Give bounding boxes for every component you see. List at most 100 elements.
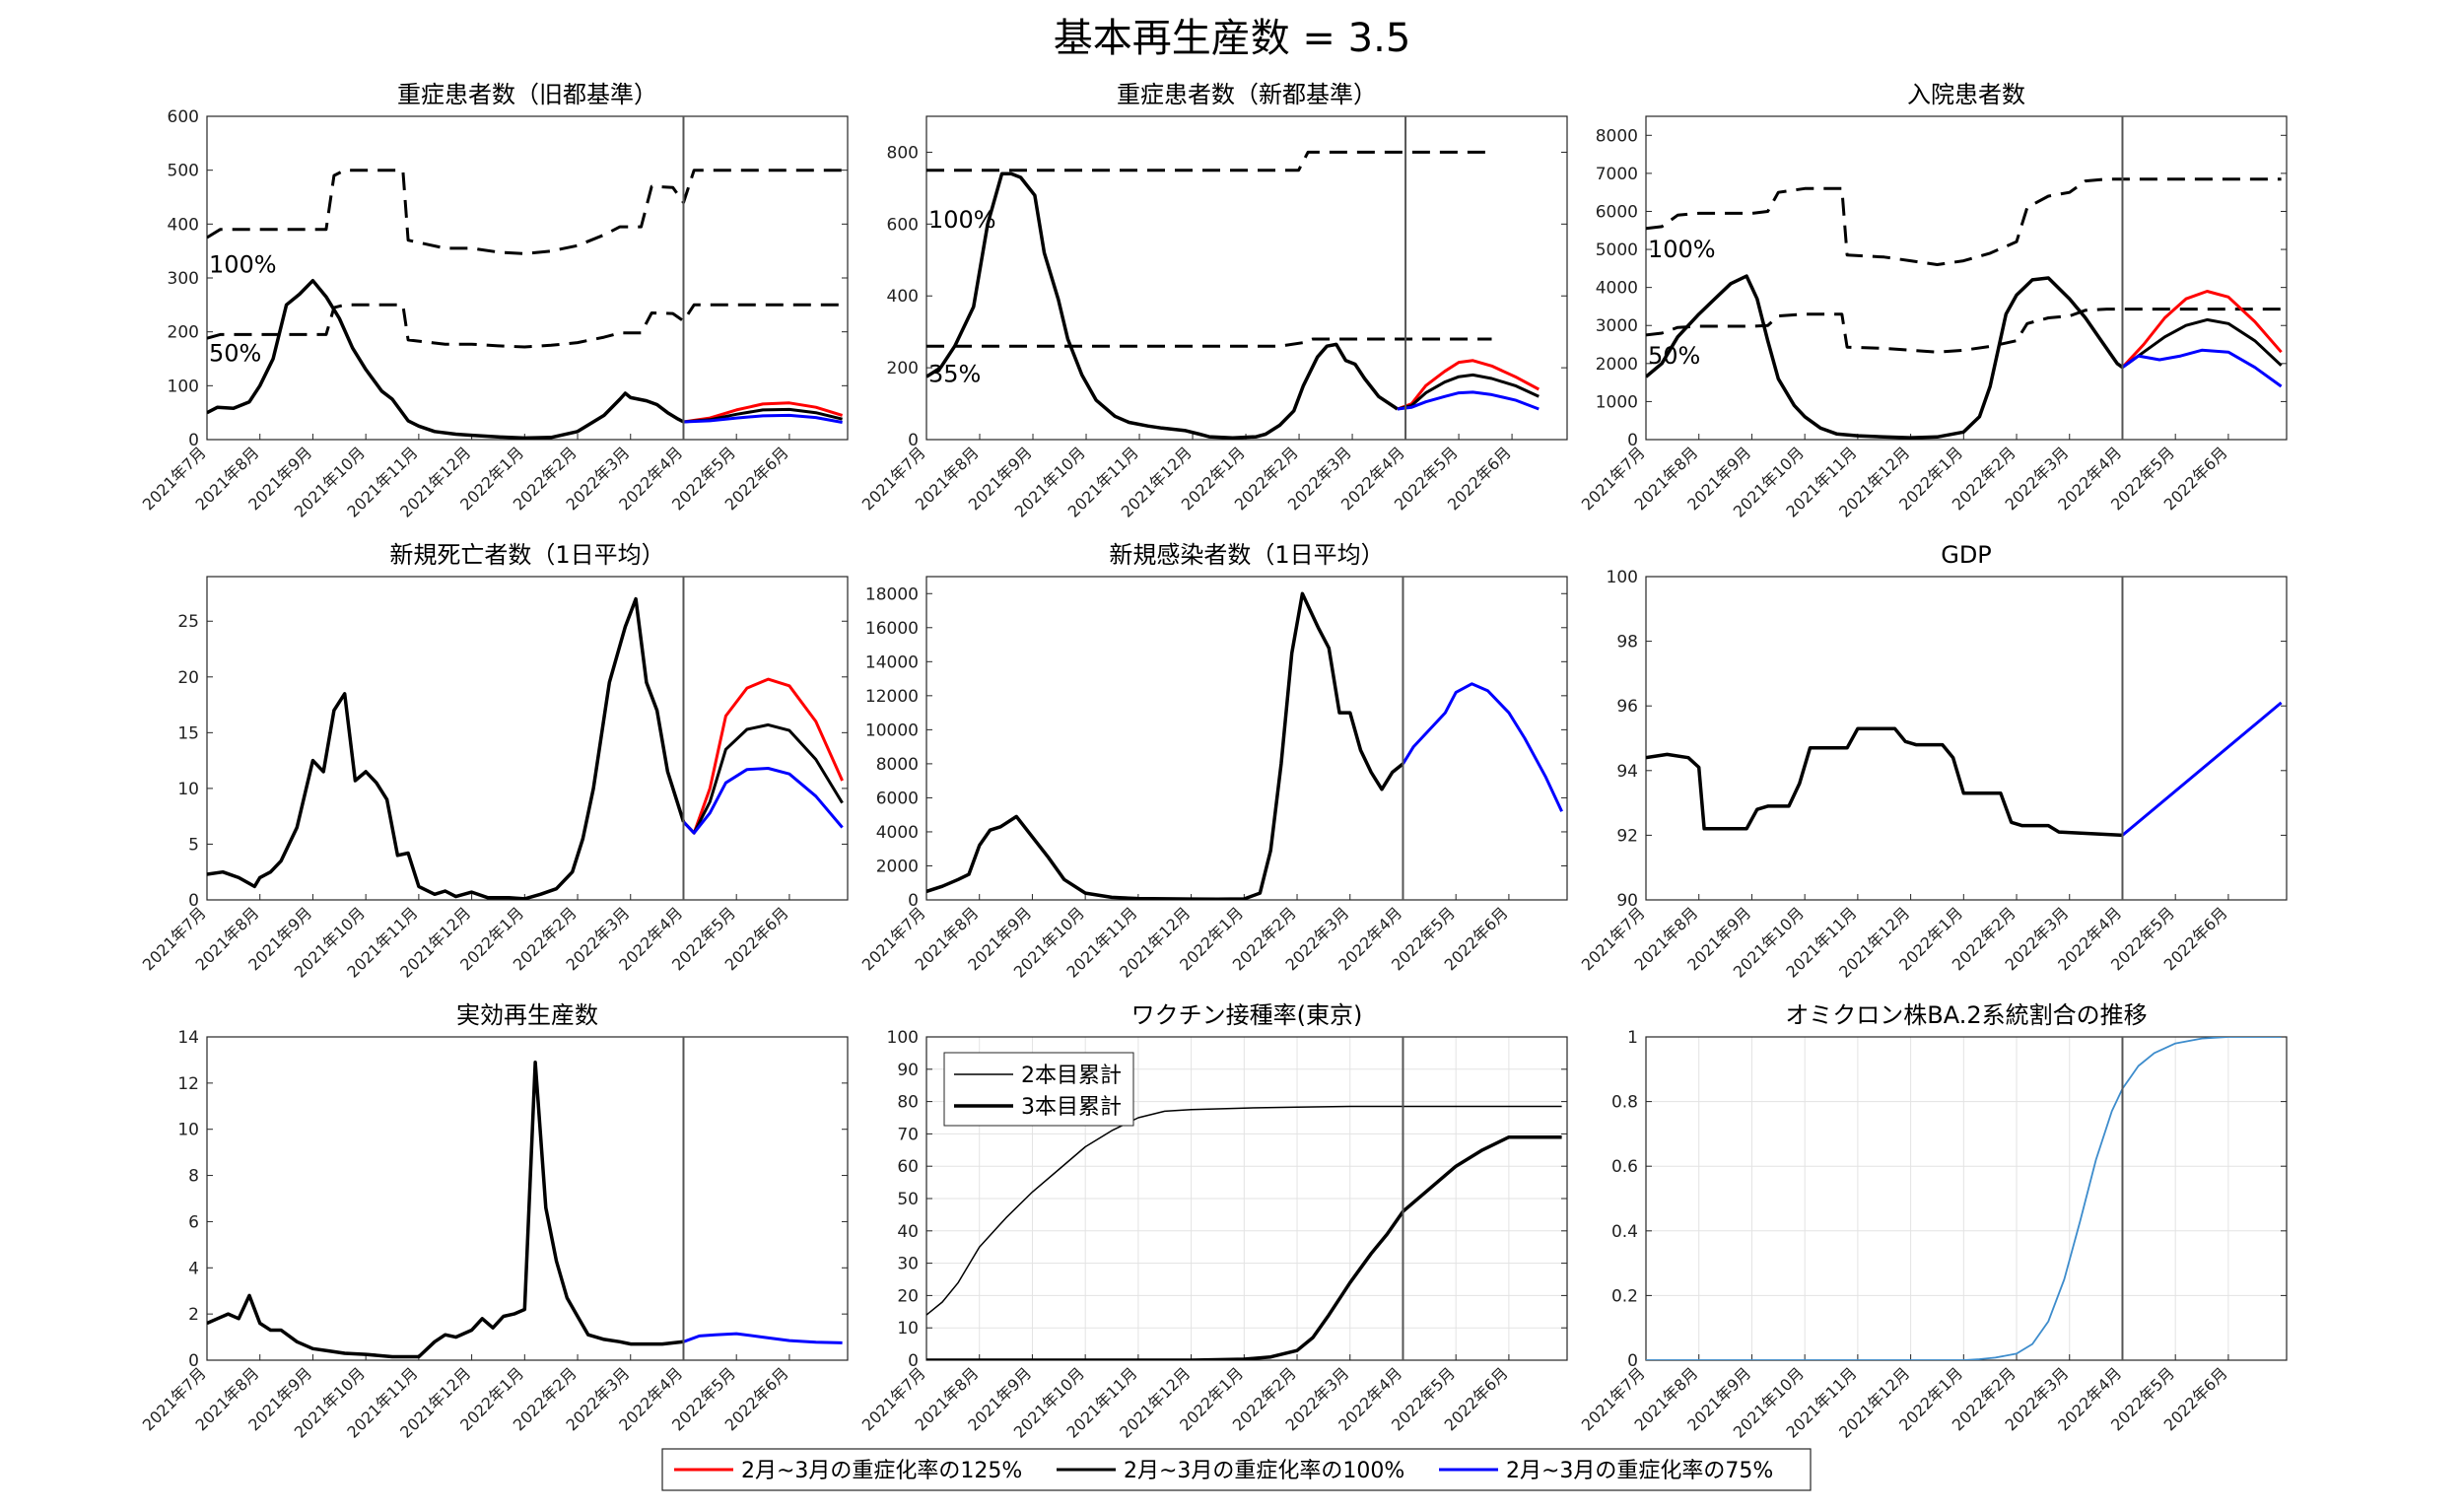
chart-legend-box (943, 1052, 1134, 1127)
series-line (682, 677, 844, 835)
y-tick-label: 96 (1616, 697, 1638, 717)
axes-frame (206, 576, 849, 901)
legend-label: 2月~3月の重症化率の100% (1124, 1459, 1404, 1483)
series-line (207, 278, 685, 440)
axes-frame (1645, 115, 2288, 441)
chart-deaths: 新規死亡者数（1日平均）05101520252021年7月2021年8月2021… (139, 541, 849, 982)
y-tick-label: 40 (897, 1222, 919, 1242)
y-tick-label: 2000 (876, 857, 919, 876)
series-line (1646, 1037, 2282, 1360)
series-line (926, 1134, 1562, 1360)
chart-title: ワクチン接種率(東京) (1131, 1001, 1363, 1029)
y-tick-label: 8 (188, 1167, 199, 1187)
y-tick-label: 8000 (876, 755, 919, 775)
axes-frame (925, 115, 1568, 441)
y-tick-label: 18000 (865, 584, 919, 604)
y-tick-label: 100 (168, 377, 199, 396)
y-tick-label: 8000 (1596, 126, 1638, 146)
y-tick-label: 800 (887, 143, 919, 163)
y-tick-label: 50 (897, 1190, 919, 1209)
y-tick-label: 200 (887, 359, 919, 378)
series-group (1646, 1037, 2282, 1360)
series-line (926, 591, 1404, 900)
annotation-label: 50% (209, 340, 261, 368)
y-tick-label: 0 (908, 1351, 919, 1371)
series-group (926, 150, 1540, 440)
legend-label: 3本目累計 (1021, 1095, 1122, 1120)
legend-box (661, 1448, 1812, 1491)
y-tick-label: 10 (177, 1121, 199, 1140)
y-tick-label: 0 (1627, 431, 1638, 450)
series-line (1402, 682, 1563, 812)
y-tick-label: 6000 (1596, 202, 1638, 222)
series-line (926, 150, 1492, 172)
series-line (682, 722, 844, 835)
y-tick-label: 0.2 (1611, 1286, 1638, 1306)
y-tick-label: 25 (177, 612, 199, 632)
legend-label: 2月~3月の重症化率の75% (1506, 1459, 1773, 1483)
y-tick-label: 300 (168, 269, 199, 289)
y-tick-label: 90 (897, 1061, 919, 1080)
y-tick-label: 4000 (876, 823, 919, 843)
y-tick-label: 100 (1607, 568, 1638, 587)
y-tick-label: 400 (887, 287, 919, 307)
y-tick-label: 12 (177, 1074, 199, 1094)
series-group (1646, 701, 2283, 838)
y-tick-label: 16000 (865, 619, 919, 639)
axes-frame (925, 576, 1568, 901)
chart-severe-new: 重症患者数（新都基準）02004006008002021年7月2021年8月20… (858, 81, 1568, 521)
series-line (2121, 317, 2283, 369)
series-line (1397, 373, 1540, 411)
series-line (682, 767, 844, 835)
y-tick-label: 0 (908, 431, 919, 450)
y-tick-label: 98 (1616, 633, 1638, 652)
figure-title: 基本再生産数 = 3.5 (1054, 16, 1411, 61)
series-line (1646, 726, 2123, 838)
y-tick-label: 600 (168, 107, 199, 127)
y-tick-label: 0 (908, 891, 919, 911)
y-tick-label: 1 (1627, 1028, 1638, 1048)
y-tick-label: 94 (1616, 762, 1638, 782)
chart-title: オミクロン株BA.2系統割合の推移 (1785, 1001, 2147, 1029)
y-tick-label: 2000 (1596, 355, 1638, 375)
y-tick-label: 10000 (865, 721, 919, 740)
annotation-label: 100% (1648, 236, 1716, 263)
legend-label: 2月~3月の重症化率の125% (741, 1459, 1022, 1483)
y-tick-label: 2 (188, 1305, 199, 1325)
series-line (1646, 308, 2282, 354)
chart-title: 新規死亡者数（1日平均） (389, 541, 664, 569)
chart-title: 重症患者数（旧都基準） (397, 81, 657, 108)
y-tick-label: 5 (188, 835, 199, 855)
chart-hospitalized: 入院患者数01000200030004000500060007000800020… (1578, 81, 2288, 521)
series-group (1646, 177, 2283, 440)
chart-vaccine: ワクチン接種率(東京)01020304050607080901002021年7月… (858, 1001, 1568, 1442)
series-line (1397, 390, 1540, 411)
y-tick-label: 15 (177, 723, 199, 743)
y-tick-label: 3000 (1596, 316, 1638, 336)
series-group (207, 596, 844, 900)
series-line (926, 337, 1492, 348)
series-line (207, 169, 843, 255)
chart-title: 新規感染者数（1日平均） (1109, 541, 1384, 569)
series-line (1646, 177, 2282, 266)
y-tick-label: 14000 (865, 652, 919, 672)
y-tick-label: 1000 (1596, 392, 1638, 412)
y-tick-label: 6 (188, 1212, 199, 1232)
axes-frame (1645, 576, 2288, 901)
chart-infections: 新規感染者数（1日平均） 0 2000 4000 6000 8000 10000 12000 1… (858, 541, 1568, 982)
y-tick-label: 0.8 (1611, 1093, 1638, 1113)
legend-label: 2本目累計 (1021, 1064, 1122, 1088)
series-line (207, 596, 686, 900)
y-tick-label: 7000 (1596, 165, 1638, 184)
y-tick-label: 4000 (1596, 279, 1638, 299)
y-tick-label: 0.6 (1611, 1157, 1638, 1177)
y-tick-label: 0 (188, 891, 199, 911)
chart-title: 実効再生産数 (456, 1001, 598, 1029)
y-tick-label: 0 (188, 1351, 199, 1371)
chart-omicron: オミクロン株BA.2系統割合の推移00.20.40.60.812021年7月20… (1578, 1001, 2288, 1442)
series-line (2121, 290, 2283, 369)
axes-frame (1645, 1036, 2288, 1361)
y-tick-label: 92 (1616, 826, 1638, 846)
series-group (207, 169, 844, 440)
y-tick-label: 500 (168, 162, 199, 181)
